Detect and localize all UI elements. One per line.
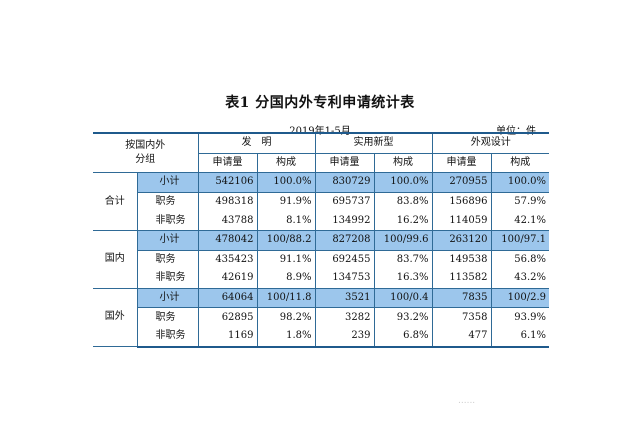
share-cell: 100/2.9	[491, 288, 549, 309]
header-invention: 发 明	[198, 131, 316, 154]
unit-label: 单位：件	[496, 126, 536, 137]
share-cell: 16.3%	[374, 269, 433, 289]
share-cell: 100/88.2	[257, 230, 316, 251]
header-count: 申请量	[432, 152, 492, 174]
share-cell: 57.9%	[514, 196, 546, 208]
count-cell: 827208	[315, 230, 375, 251]
header-group-line2: 分组	[135, 154, 156, 166]
count-cell: 7835	[432, 288, 492, 309]
share-cell: 100/0.4	[374, 288, 433, 309]
row-label: 非职务	[137, 211, 199, 231]
share-cell: 93.9%	[514, 311, 546, 323]
table-row: 职务 498318 91.9% 695737 83.8% 156896 57.9%	[93, 192, 549, 212]
header-share: 构成	[491, 152, 549, 174]
count-cell: 239	[315, 326, 375, 348]
share-cell: 6.8%	[374, 326, 433, 348]
share-cell: 1.8%	[257, 326, 316, 348]
table-row: 非职务 43788 8.1% 134992 16.2% 114059 42.1%	[93, 211, 549, 231]
row-label: 职务	[137, 307, 199, 327]
count-cell: 156896	[432, 192, 492, 212]
share-cell: 43.2%	[491, 269, 549, 289]
count-cell: 498318	[198, 192, 258, 212]
count-cell: 435423	[198, 250, 258, 270]
count-cell: 3521	[315, 288, 375, 309]
count-cell: 43788	[198, 211, 258, 231]
table-row: 合计 小计 542106 100.0% 830729 100.0% 270955 100.0%	[93, 172, 549, 231]
header-share: 构成	[374, 152, 433, 174]
share-cell: 91.1%	[257, 250, 316, 270]
count-cell: 134992	[315, 211, 375, 231]
section-name: 国内	[93, 230, 138, 289]
count-cell: 134753	[315, 269, 375, 289]
share-cell: 8.9%	[257, 269, 316, 289]
table-row: 非职务 1169 1.8% 239 6.8% 477 6.1%	[93, 326, 549, 348]
count-cell: 62895	[198, 307, 258, 327]
row-label: 小计	[137, 172, 199, 193]
count-cell: 42619	[198, 269, 258, 289]
share-cell: 93.2%	[374, 307, 433, 327]
watermark: ......	[458, 396, 476, 406]
table-row: 职务 62895 98.2% 3282 93.2% 7358 93.9%	[93, 307, 549, 327]
count-cell: 113582	[432, 269, 492, 289]
header-count: 申请量	[198, 152, 258, 174]
count-cell: 477	[432, 326, 492, 348]
share-cell: 8.1%	[257, 211, 316, 231]
header-group-line1: 按国内外	[125, 140, 166, 152]
header-utility-model: 实用新型	[315, 131, 433, 154]
count-cell: 692455	[315, 250, 375, 270]
table-row: 非职务 42619 8.9% 134753 16.3% 113582 43.2%	[93, 269, 549, 289]
table-row: 国外 小计 64064 100/11.8 3521 100/0.4 7835 100/2.9	[93, 288, 549, 348]
share-cell: 42.1%	[491, 211, 549, 231]
row-label: 非职务	[137, 326, 199, 348]
row-label: 职务	[137, 192, 199, 212]
header-design: 外观设计	[432, 131, 549, 154]
header-share: 构成	[257, 152, 316, 174]
count-cell: 263120	[432, 230, 492, 251]
share-cell: 16.2%	[374, 211, 433, 231]
header-group-cell: 按国内外 分组	[93, 132, 199, 174]
table-row: 职务 435423 91.1% 692455 83.7% 149538 56.8%	[93, 250, 549, 270]
count-cell: 542106	[198, 172, 258, 193]
table-title: 表1 分国内外专利申请统计表	[225, 95, 415, 111]
count-cell: 1169	[198, 326, 258, 348]
count-cell: 695737	[315, 192, 375, 212]
share-cell: 83.7%	[374, 250, 433, 270]
share-cell: 98.2%	[257, 307, 316, 327]
row-label: 小计	[137, 230, 199, 251]
share-cell: 100/11.8	[257, 288, 316, 309]
count-cell: 64064	[198, 288, 258, 309]
count-cell: 270955	[432, 172, 492, 193]
share-cell: 100/99.6	[374, 230, 433, 251]
patent-statistics-table: 按国内外 分组 发 明 实用新型 外观设计 申请量 构成 申请量 构成 申请量 …	[93, 131, 549, 348]
count-cell: 830729	[315, 172, 375, 193]
share-cell: 100.0%	[491, 172, 549, 193]
row-label: 职务	[137, 250, 199, 270]
share-cell: 56.8%	[514, 253, 546, 265]
row-label: 小计	[137, 288, 199, 309]
table-row: 国内 小计 478042 100/88.2 827208 100/99.6 263120 10…	[93, 230, 549, 289]
count-cell: 478042	[198, 230, 258, 251]
count-cell: 7358	[432, 307, 492, 327]
count-cell: 114059	[432, 211, 492, 231]
share-cell: 100.0%	[257, 172, 316, 193]
count-cell: 3282	[315, 307, 375, 327]
section-name: 国外	[93, 288, 138, 348]
share-cell: 100.0%	[374, 172, 433, 193]
date-range: 2019年1-5月	[289, 126, 351, 137]
header-count: 申请量	[315, 152, 375, 174]
section-name: 合计	[93, 172, 138, 231]
row-label: 非职务	[137, 269, 199, 289]
share-cell: 83.8%	[374, 192, 433, 212]
share-cell: 100/97.1	[491, 230, 549, 251]
share-cell: 91.9%	[257, 192, 316, 212]
share-cell: 6.1%	[491, 326, 549, 348]
count-cell: 149538	[432, 250, 492, 270]
